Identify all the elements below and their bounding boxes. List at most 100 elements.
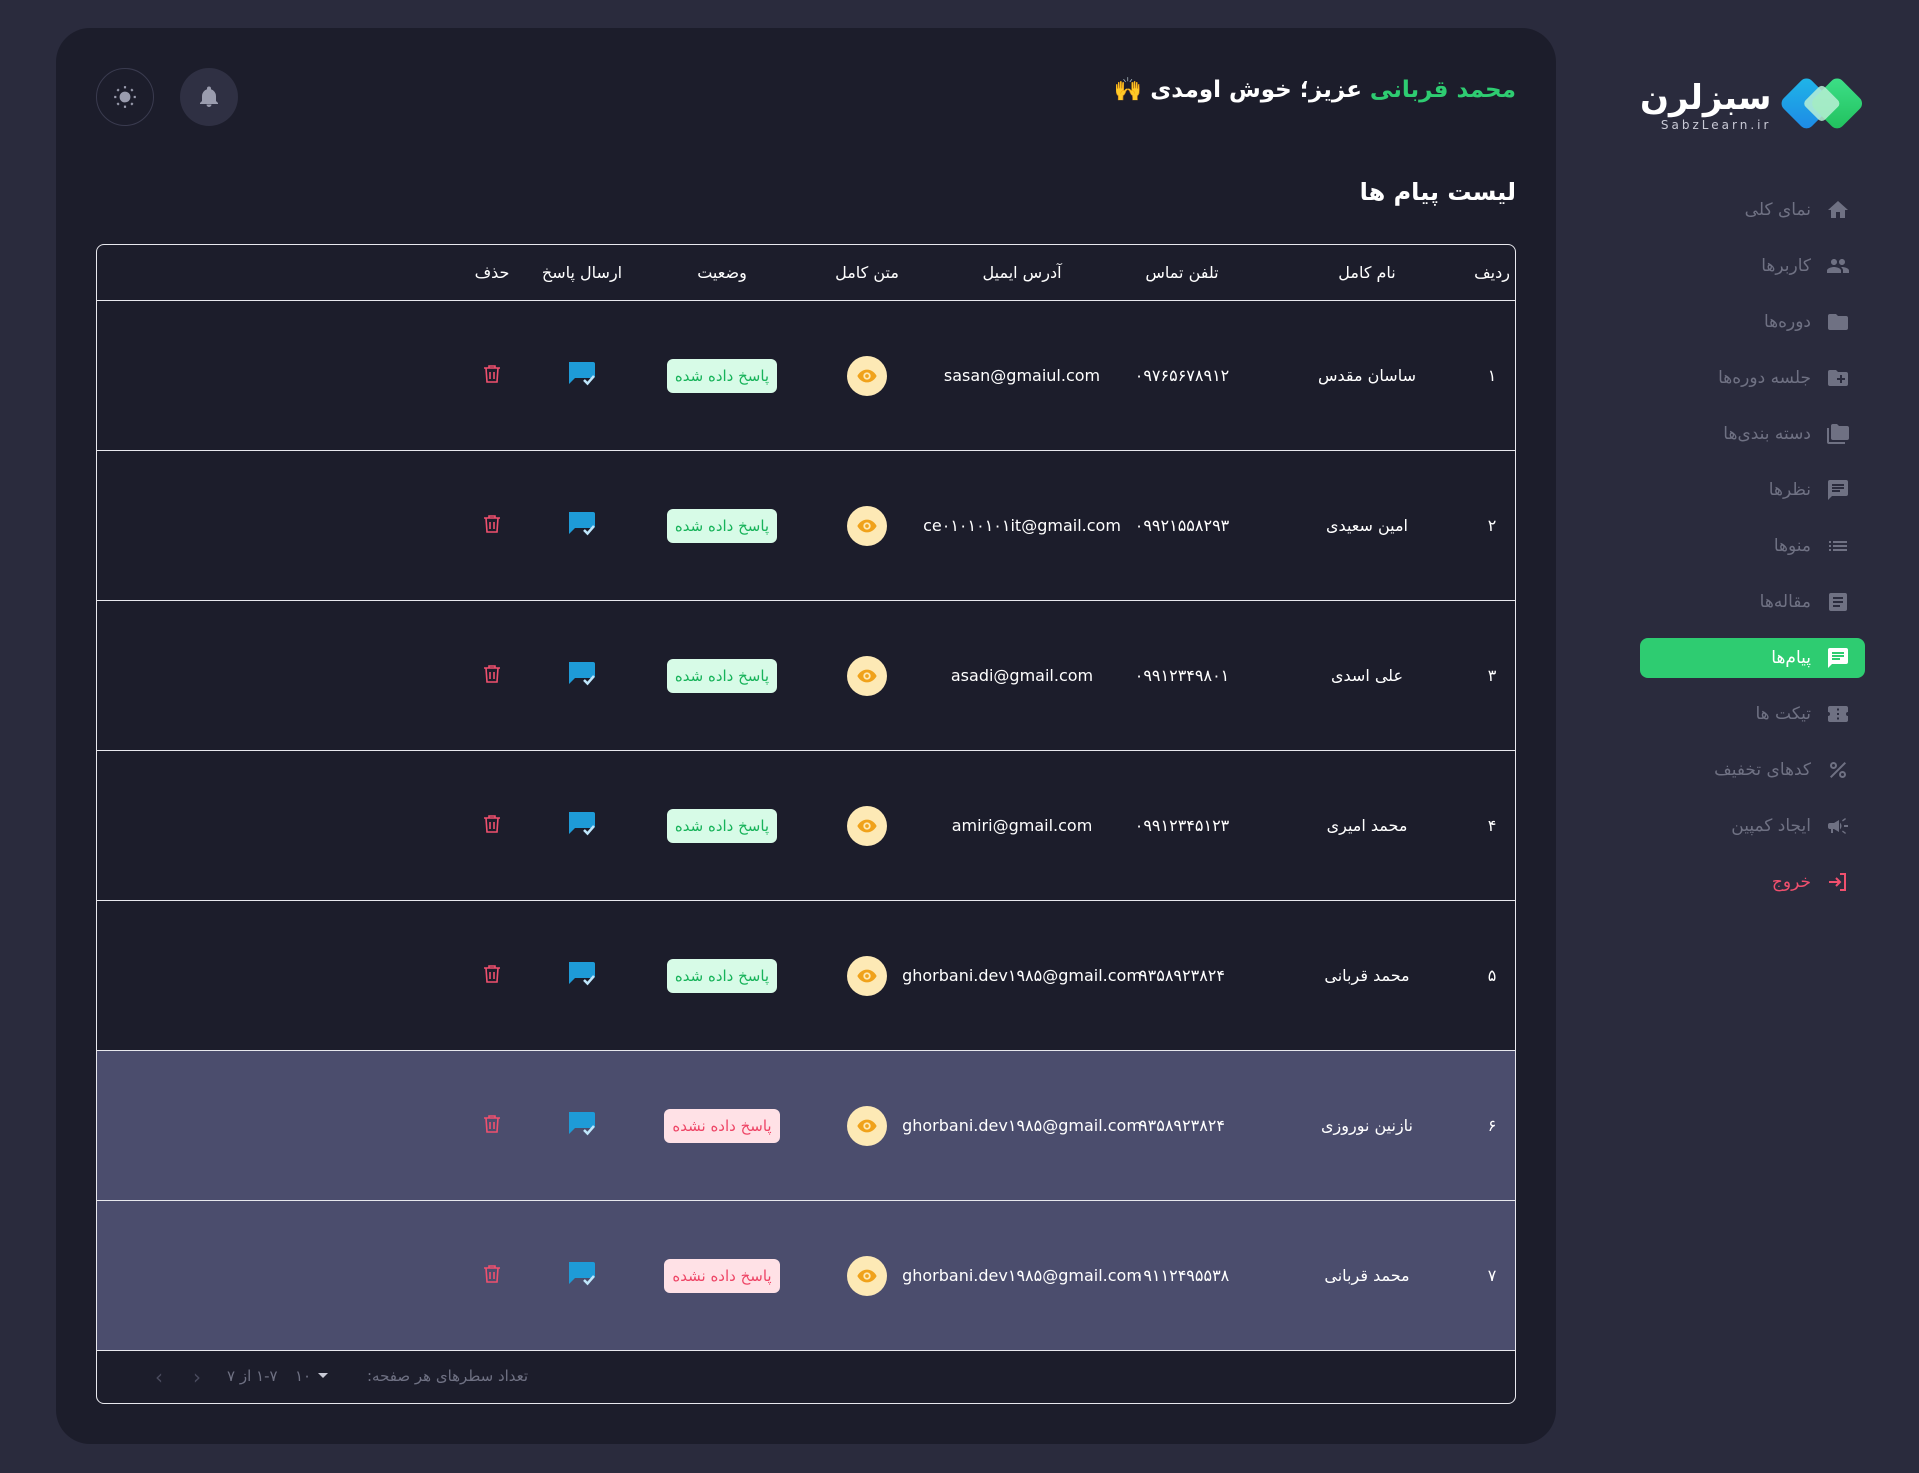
send-reply-button[interactable] (566, 1259, 598, 1293)
row-phone: ۰۹۹۲۱۵۵۸۲۹۳ (1134, 516, 1230, 535)
delete-button[interactable] (483, 814, 501, 838)
pager: ‹ › (155, 1365, 201, 1389)
table-row: ۲ امین سعیدی ۰۹۹۲۱۵۵۸۲۹۳ ce۰۱۰۱۰۱۰۱it@gmail… (97, 451, 1515, 601)
sidebar-item-article[interactable]: مقاله‌ها (1640, 582, 1865, 622)
sidebar-nav: نمای کلی کاربرها دوره‌ها جلسه دوره‌ها دسته ب… (1640, 190, 1865, 902)
status-badge: پاسخ داده نشده (664, 1108, 780, 1143)
col-email: آدرس ایمیل (982, 263, 1062, 282)
eye-icon (857, 819, 877, 832)
sidebar-item-users[interactable]: کاربرها (1640, 246, 1865, 286)
eye-icon (857, 369, 877, 382)
sidebar-item-megaphone[interactable]: ایجاد کمپین (1640, 806, 1865, 846)
table-header: ردیف نام کامل تلفن تماس آدرس ایمیل متن ک… (97, 245, 1515, 301)
rows-per-page-select[interactable]: ۱۰ (295, 1367, 329, 1385)
col-phone: تلفن تماس (1145, 263, 1219, 282)
greeting: محمد قربانی عزیز؛ خوش اومدی 🙌 (1114, 76, 1516, 103)
eye-icon (857, 1269, 877, 1282)
eye-icon (857, 1119, 877, 1132)
brand-logo[interactable]: سبزلرن SabzLearn.ir (1640, 50, 1865, 160)
sidebar-item-message[interactable]: پیام‌ها (1640, 638, 1865, 678)
view-full-text-button[interactable] (847, 655, 887, 696)
sidebar-item-folders[interactable]: دسته بندی‌ها (1640, 414, 1865, 454)
send-reply-button[interactable] (566, 509, 598, 543)
sidebar-item-logout[interactable]: خروج (1640, 862, 1865, 902)
logout-icon (1825, 869, 1851, 895)
trash-icon (484, 814, 500, 833)
col-idx: ردیف (1474, 263, 1510, 282)
percent-icon (1825, 757, 1851, 783)
sidebar-item-label: پیام‌ها (1771, 648, 1811, 668)
row-phone: ۰۹۹۱۲۳۴۹۸۰۱ (1134, 666, 1230, 685)
trash-icon (484, 364, 500, 383)
row-email: ghorbani.dev۱۹۸۵@gmail.com (902, 1116, 1142, 1135)
eye-icon (857, 669, 877, 682)
send-reply-button[interactable] (566, 809, 598, 843)
sidebar-item-ticket[interactable]: تیکت ها (1640, 694, 1865, 734)
sidebar-item-folder-plus[interactable]: جلسه دوره‌ها (1640, 358, 1865, 398)
status-badge: پاسخ داده شده (666, 658, 778, 693)
table-footer: تعداد سطرهای هر صفحه: ۱۰ ۱-۷ از ۷ ‹ › (97, 1351, 1515, 1403)
folder-icon (1825, 309, 1851, 335)
notifications-button[interactable] (180, 68, 238, 126)
message-icon (1825, 645, 1851, 671)
view-full-text-button[interactable] (847, 1255, 887, 1296)
status-badge: پاسخ داده شده (666, 958, 778, 993)
send-reply-button[interactable] (566, 959, 598, 993)
row-name: علی اسدی (1330, 666, 1404, 685)
delete-button[interactable] (483, 964, 501, 988)
row-index: ۵ (1487, 966, 1497, 985)
view-full-text-button[interactable] (847, 805, 887, 846)
ticket-icon (1825, 701, 1851, 727)
status-badge: پاسخ داده شده (666, 808, 778, 843)
delete-button[interactable] (483, 1114, 501, 1138)
delete-button[interactable] (483, 664, 501, 688)
delete-button[interactable] (483, 364, 501, 388)
table-row: ۷ محمد قربانی ۰۹۱۱۲۴۹۵۵۳۸ ghorbani.dev۱۹۸۵@… (97, 1201, 1515, 1351)
view-full-text-button[interactable] (847, 1105, 887, 1146)
row-phone: ۹۳۵۸۹۲۳۸۲۴ (1139, 1116, 1225, 1135)
row-index: ۶ (1487, 1116, 1497, 1135)
sidebar-item-comment[interactable]: نظرها (1640, 470, 1865, 510)
table-row: ۵ محمد قربانی ۹۳۵۸۹۲۳۸۲۴ ghorbani.dev۱۹۸۵@g… (97, 901, 1515, 1051)
table-row: ۴ محمد امیری ۰۹۹۱۲۳۴۵۱۲۳ amiri@gmail.com پاس… (97, 751, 1515, 901)
sidebar-item-label: دسته بندی‌ها (1723, 424, 1811, 444)
send-reply-button[interactable] (566, 659, 598, 693)
brand-subtitle: SabzLearn.ir (1660, 118, 1772, 132)
reply-message-icon (569, 511, 595, 535)
rows-per-page-label: تعداد سطرهای هر صفحه: (367, 1367, 529, 1385)
row-index: ۴ (1487, 816, 1497, 835)
list-icon (1825, 533, 1851, 559)
delete-button[interactable] (483, 514, 501, 538)
page-title: لیست پیام ها (1359, 178, 1516, 206)
row-phone: ۰۹۱۱۲۴۹۵۵۳۸ (1134, 1266, 1230, 1285)
status-badge: پاسخ داده شده (666, 358, 778, 393)
view-full-text-button[interactable] (847, 955, 887, 996)
row-index: ۳ (1487, 666, 1497, 685)
pagination-range: ۱-۷ از ۷ (227, 1367, 278, 1385)
next-page-chevron-right-icon[interactable]: › (155, 1365, 163, 1389)
theme-toggle-button[interactable] (96, 68, 154, 126)
send-reply-button[interactable] (566, 1109, 598, 1143)
table-body: ۱ ساسان مقدس ۰۹۷۶۵۶۷۸۹۱۲ sasan@gmaiul.com پا… (97, 301, 1515, 1351)
send-reply-button[interactable] (566, 359, 598, 393)
home-icon (1825, 197, 1851, 223)
row-name: محمد امیری (1326, 816, 1408, 835)
rows-per-page-value: ۱۰ (295, 1367, 312, 1385)
eye-icon (857, 519, 877, 532)
view-full-text-button[interactable] (847, 505, 887, 546)
col-reply: ارسال پاسخ (541, 263, 623, 282)
row-email: amiri@gmail.com (951, 816, 1093, 835)
row-email: asadi@gmail.com (950, 666, 1094, 685)
logo-mark-icon (1781, 78, 1863, 129)
sidebar-item-percent[interactable]: کدهای تخفیف (1640, 750, 1865, 790)
bell-icon (200, 86, 218, 107)
col-status: وضعیت (697, 263, 747, 282)
sidebar-item-folder[interactable]: دوره‌ها (1640, 302, 1865, 342)
table-row: ۳ علی اسدی ۰۹۹۱۲۳۴۹۸۰۱ asadi@gmail.com پاسخ … (97, 601, 1515, 751)
sidebar-item-label: تیکت ها (1755, 704, 1812, 724)
view-full-text-button[interactable] (847, 355, 887, 396)
sidebar-item-home[interactable]: نمای کلی (1640, 190, 1865, 230)
sidebar-item-list[interactable]: منوها (1640, 526, 1865, 566)
prev-page-chevron-left-icon[interactable]: ‹ (193, 1365, 201, 1389)
delete-button[interactable] (483, 1264, 501, 1288)
